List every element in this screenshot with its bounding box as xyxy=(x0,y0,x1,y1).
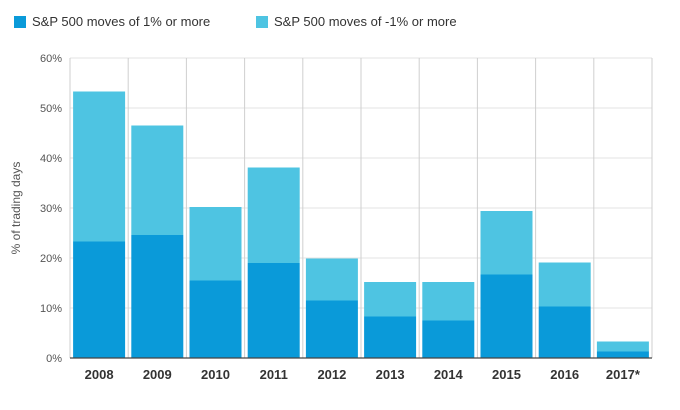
bar-series-2 xyxy=(538,262,591,307)
y-tick-label: 60% xyxy=(40,53,62,65)
legend-label-series-1: S&P 500 moves of 1% or more xyxy=(32,14,211,29)
bar-series-2 xyxy=(364,282,417,317)
bar-series-1 xyxy=(189,280,242,358)
bar-series-1 xyxy=(538,306,591,358)
legend-label-series-2: S&P 500 moves of -1% or more xyxy=(274,14,457,29)
x-tick-label: 2011 xyxy=(260,367,288,382)
y-tick-label: 30% xyxy=(40,203,62,215)
bar-series-1 xyxy=(247,263,300,358)
x-tick-label: 2014 xyxy=(434,367,464,382)
x-tick-label: 2016 xyxy=(550,367,579,382)
bar-series-2 xyxy=(247,167,300,263)
bar-series-2 xyxy=(596,341,649,352)
legend-swatch-series-2 xyxy=(256,15,268,28)
x-tick-label: 2013 xyxy=(376,367,405,382)
bar-series-2 xyxy=(480,211,533,275)
bar-series-2 xyxy=(422,282,475,321)
bar-series-1 xyxy=(305,300,358,358)
y-axis-label: % of trading days xyxy=(9,162,23,255)
x-tick-label: 2012 xyxy=(317,367,346,382)
x-tick-label: 2017* xyxy=(606,367,641,382)
x-tick-label: 2009 xyxy=(143,367,172,382)
legend-item-series-1: S&P 500 moves of 1% or more xyxy=(14,14,210,29)
legend-item-series-2: S&P 500 moves of -1% or more xyxy=(256,14,457,29)
x-tick-label: 2010 xyxy=(201,367,230,382)
bar-series-1 xyxy=(480,274,533,358)
bar-series-1 xyxy=(422,320,475,358)
axes: 0% 10% 20% 30% 40% 50% 60% 2008 2009 2010 2011 2012… xyxy=(40,53,652,382)
bar-series-2 xyxy=(73,91,126,242)
bar-series-2 xyxy=(305,258,358,301)
y-tick-label: 40% xyxy=(40,153,62,165)
grid xyxy=(69,57,653,358)
legend-swatch-series-1 xyxy=(14,15,26,28)
y-tick-label: 10% xyxy=(40,303,62,315)
y-tick-label: 0% xyxy=(46,353,62,365)
bars xyxy=(73,91,649,358)
bar-series-2 xyxy=(131,125,184,235)
bar-series-1 xyxy=(596,351,649,358)
x-tick-label: 2008 xyxy=(85,367,114,382)
bar-series-1 xyxy=(364,316,417,358)
y-tick-label: 50% xyxy=(40,103,62,115)
bar-series-1 xyxy=(131,235,184,358)
bar-series-1 xyxy=(73,241,126,358)
x-tick-label: 2015 xyxy=(492,367,521,382)
y-tick-label: 20% xyxy=(40,253,62,265)
bar-series-2 xyxy=(189,207,242,281)
